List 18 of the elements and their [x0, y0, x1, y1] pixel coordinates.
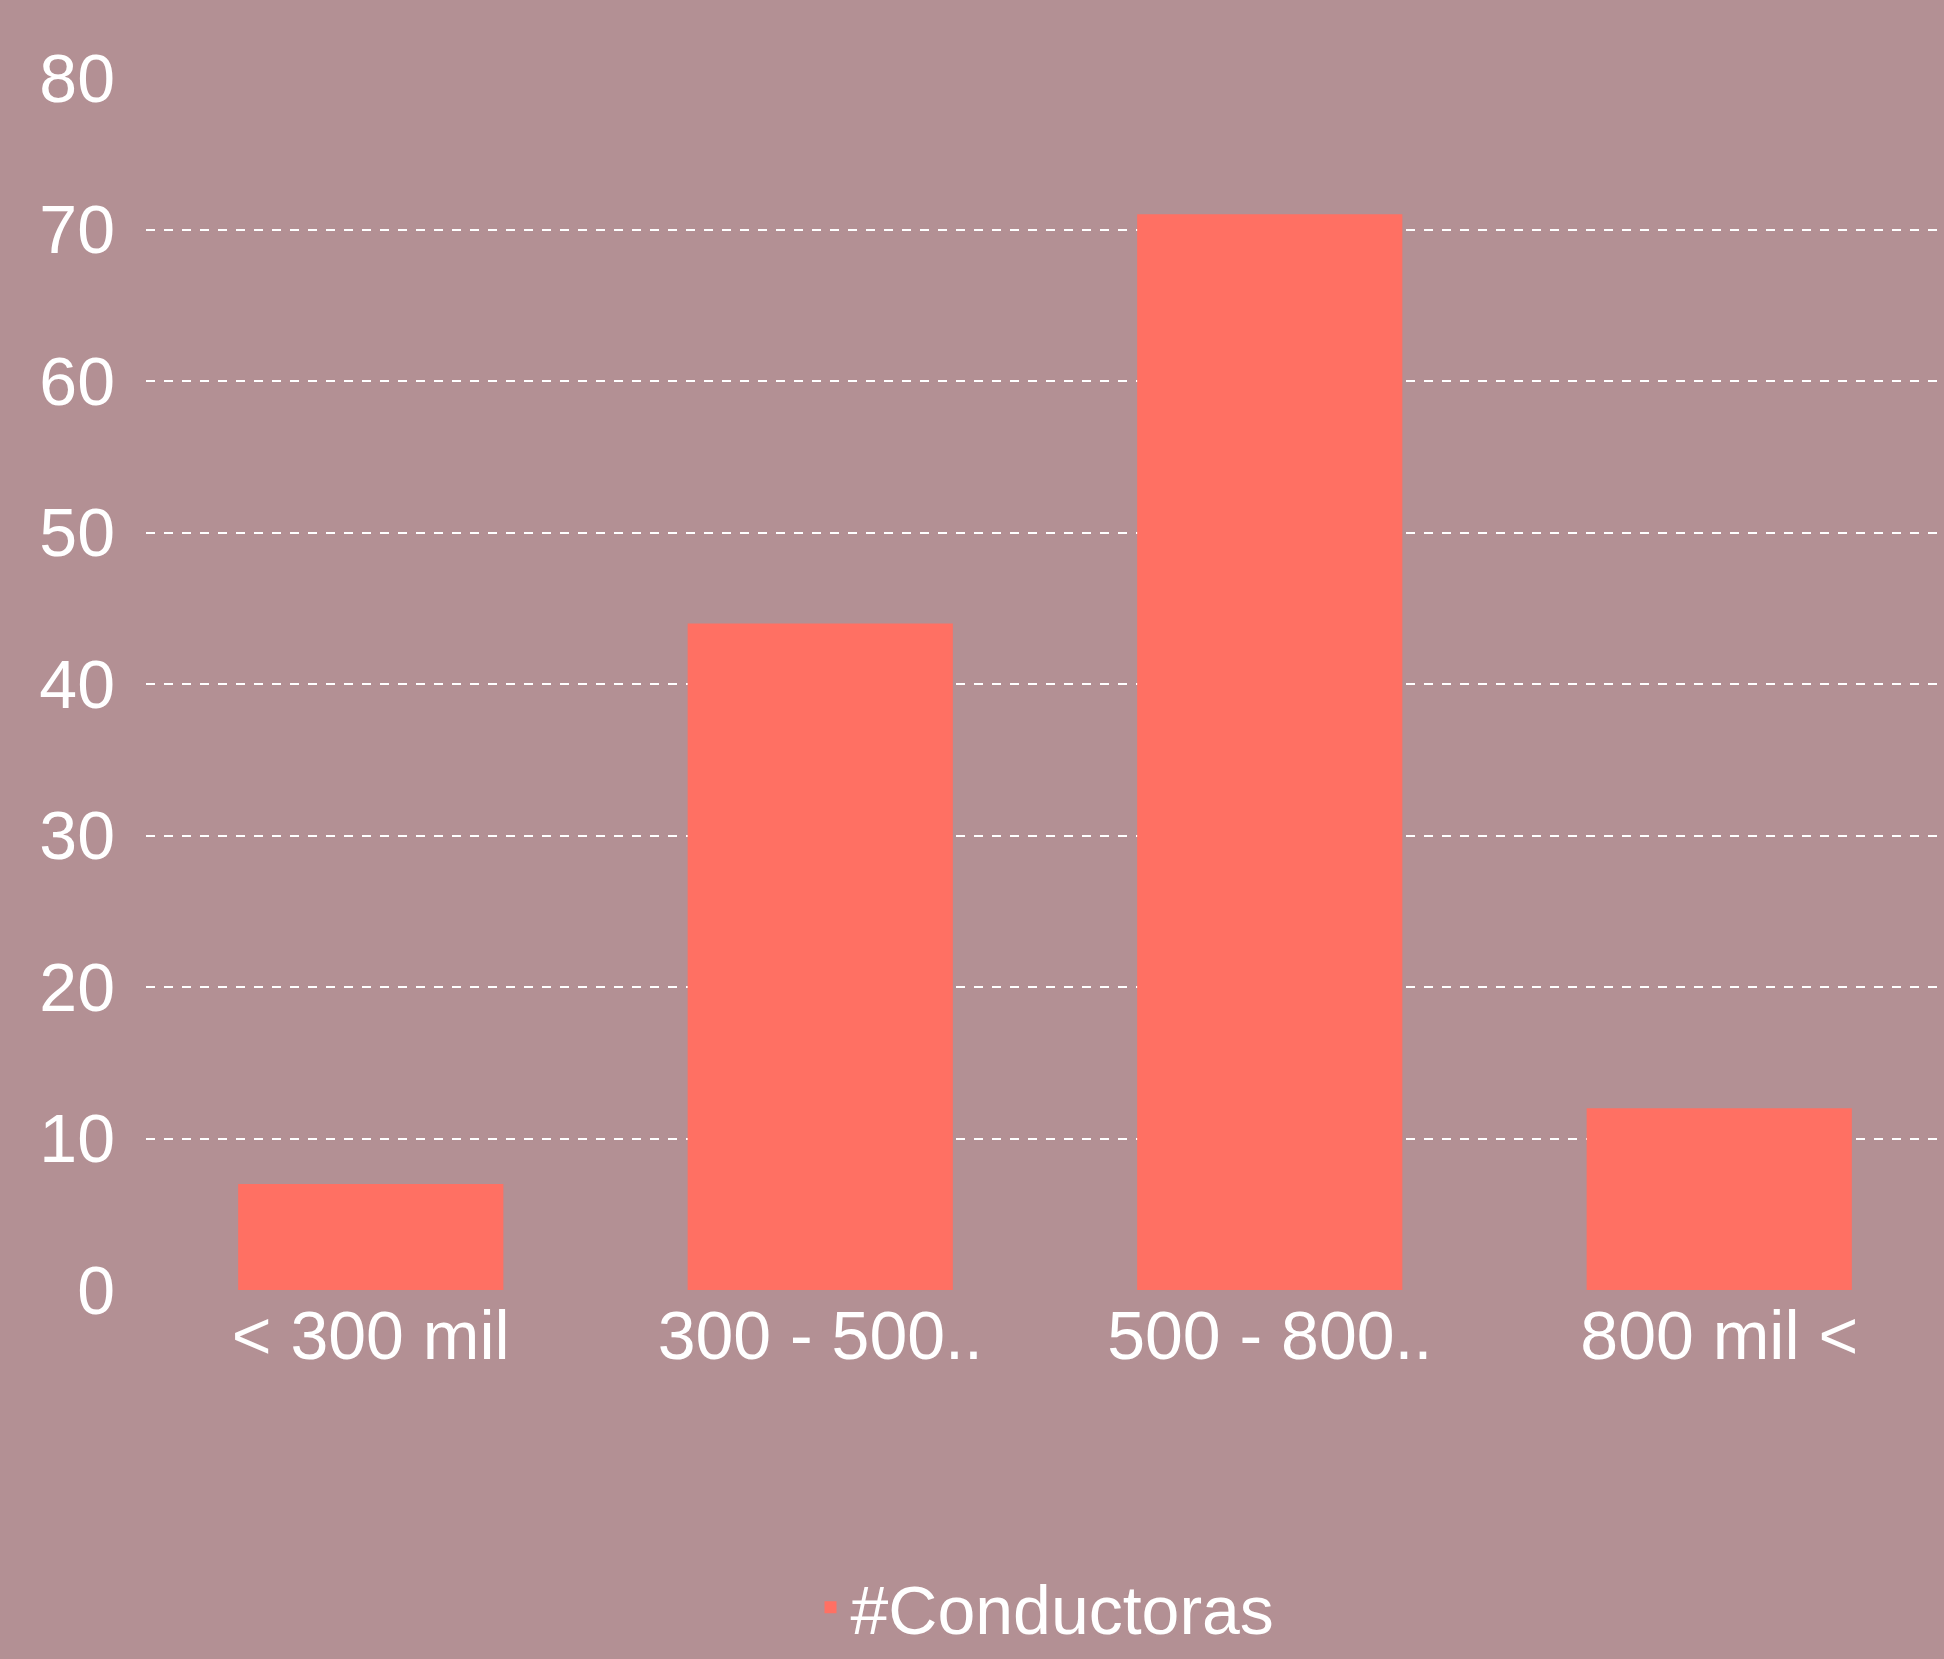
y-tick-label: 40	[39, 645, 115, 722]
bar	[1586, 1108, 1852, 1290]
x-tick-label: 800 mil <	[1580, 1297, 1859, 1373]
x-tick-label: 500 - 800..	[1107, 1297, 1433, 1373]
x-tick-label: < 300 mil	[231, 1297, 510, 1373]
y-tick-label: 80	[39, 39, 115, 116]
x-tick-label: 300 - 500..	[657, 1297, 983, 1373]
legend-label: #Conductoras	[850, 1571, 1274, 1648]
bar	[687, 623, 953, 1290]
y-tick-label: 50	[39, 494, 115, 571]
bar	[238, 1183, 504, 1290]
y-tick-label: 60	[39, 342, 115, 419]
y-tick-label: 70	[39, 191, 115, 268]
bar	[1137, 214, 1403, 1290]
y-tick-label: 20	[39, 948, 115, 1025]
y-tick-label: 30	[39, 797, 115, 874]
y-tick-label: 0	[77, 1251, 115, 1328]
y-tick-label: 10	[39, 1100, 115, 1177]
